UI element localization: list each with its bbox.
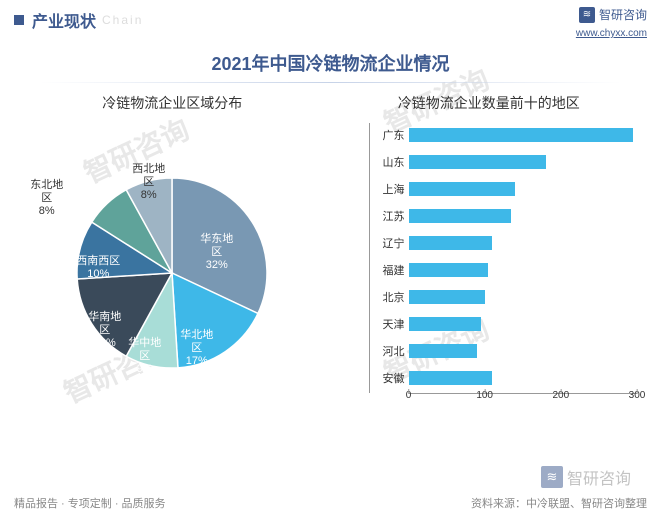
bar-label: 江苏	[371, 208, 405, 224]
bar	[409, 209, 512, 223]
main-title: 2021年中国冷链物流企业情况	[0, 50, 661, 76]
bar	[409, 155, 546, 169]
brand-logo: ≋ 智研咨询 www.chyxx.com	[576, 6, 647, 41]
bar-label: 广东	[371, 127, 405, 143]
bar-row: 天津	[371, 312, 638, 336]
bar	[409, 290, 485, 304]
bar-chart-panel: 冷链物流企业数量前十的地区 广东山东上海江苏辽宁福建北京天津河北安徽0 100 20…	[331, 93, 648, 413]
bar-row: 河北	[371, 339, 638, 363]
x-tick: 300	[629, 390, 646, 401]
header-shadow: Chain	[102, 13, 143, 27]
pie-label: 西南西区10%	[76, 255, 120, 281]
bar-label: 天津	[371, 316, 405, 332]
bar-row: 上海	[371, 177, 638, 201]
footer-left: 精品报告 · 专项定制 · 品质服务	[14, 495, 166, 511]
bar	[409, 128, 634, 142]
bar-row: 山东	[371, 150, 638, 174]
bar-row: 北京	[371, 285, 638, 309]
footer-right: 资料来源：中冷联盟、智研咨询整理	[471, 495, 647, 511]
pie-label: 西北地区8%	[132, 163, 165, 203]
bar-row: 安徽	[371, 366, 638, 390]
brand-icon: ≋	[579, 7, 595, 23]
bar	[409, 317, 481, 331]
x-axis: 0100200300	[409, 393, 638, 413]
bar-label: 北京	[371, 289, 405, 305]
bar-label: 安徽	[371, 370, 405, 386]
bar-label: 上海	[371, 181, 405, 197]
bar-subtitle: 冷链物流企业数量前十的地区	[331, 93, 648, 113]
bar-row: 江苏	[371, 204, 638, 228]
pie-label: 东北地区8%	[30, 179, 63, 219]
header-title: 产业现状	[32, 8, 96, 32]
pie-chart-panel: 冷链物流企业区域分布 华东地区32% 华北地区17% 华中地区9%华南地区16% 西南…	[14, 93, 331, 413]
bar-label: 辽宁	[371, 235, 405, 251]
bar	[409, 371, 493, 385]
pie-chart: 华东地区32% 华北地区17% 华中地区9%华南地区16% 西南西区10% 东北地区8%…	[32, 123, 312, 403]
bar-row: 广东	[371, 123, 638, 147]
watermark-logo: ≋智研咨询	[541, 465, 631, 489]
brand-text: 智研咨询	[599, 6, 647, 23]
y-axis-line	[369, 123, 370, 393]
pie-label: 华北地区17%	[180, 329, 213, 369]
title-divider	[40, 82, 621, 83]
bar-label: 山东	[371, 154, 405, 170]
brand-url[interactable]: www.chyxx.com	[576, 28, 647, 39]
bar	[409, 182, 516, 196]
header-bullet	[14, 15, 24, 25]
x-tick: 200	[552, 390, 569, 401]
bar-row: 辽宁	[371, 231, 638, 255]
bar-label: 福建	[371, 262, 405, 278]
x-tick: 0	[406, 390, 412, 401]
pie-label: 华东地区32%	[200, 233, 233, 273]
pie-label: 华中地区9%	[128, 337, 161, 377]
bar	[409, 263, 489, 277]
bar-row: 福建	[371, 258, 638, 282]
pie-label: 华南地区16%	[88, 311, 121, 351]
pie-subtitle: 冷链物流企业区域分布	[14, 93, 331, 113]
bar-chart: 广东山东上海江苏辽宁福建北京天津河北安徽0 100 200 300	[331, 123, 648, 413]
bar-label: 河北	[371, 343, 405, 359]
x-tick: 100	[476, 390, 493, 401]
bar	[409, 236, 493, 250]
bar	[409, 344, 478, 358]
